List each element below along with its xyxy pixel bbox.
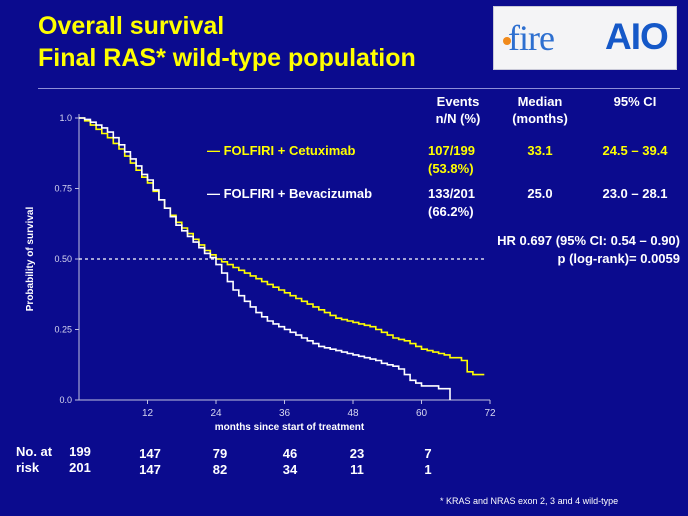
risk-cell-cetuximab: 79	[212, 446, 228, 461]
header-events-sub: n/N (%)	[435, 111, 481, 126]
x-tick-label: 12	[142, 408, 154, 419]
footnote: * KRAS and NRAS exon 2, 3 and 4 wild-typ…	[440, 496, 619, 506]
x-axis-label: months since start of treatment	[215, 422, 365, 433]
x-tick-label: 60	[416, 408, 428, 419]
x-tick-label: 24	[210, 408, 222, 419]
risk-cell-cetuximab: 23	[349, 446, 365, 461]
header-ci: 95% CI	[613, 94, 657, 109]
risk-cell-bevacizumab: 1	[424, 462, 432, 477]
y-tick-label: 1.0	[59, 113, 72, 123]
risk-cell-bevacizumab: 11	[350, 462, 364, 477]
ci-bevacizumab: 23.0 – 28.1	[602, 186, 668, 201]
risk-cell-cetuximab: 46	[282, 446, 298, 461]
logo-aio-text: AIO	[605, 16, 669, 57]
risk-cell-cetuximab: 7	[424, 446, 432, 461]
y-tick-label: 0.75	[54, 184, 72, 194]
chart-axes: 0.0 0.25 0.50 0.75 1.0 12 24 36 48 60 72 months sin…	[25, 113, 496, 433]
chart-series	[79, 117, 485, 400]
fire-aio-logo: fire AIO	[493, 6, 677, 70]
risk-cell-cetuximab: 147	[139, 446, 161, 461]
y-axis-label: Probability of survival	[25, 207, 36, 312]
logo-fire-text: fire	[508, 18, 555, 58]
events-bevacizumab: 133/201	[428, 186, 475, 201]
logo-dot-icon	[503, 37, 511, 45]
risk-cell-bevacizumab: 82	[212, 462, 228, 477]
risk-cell-bevacizumab: 201	[69, 460, 91, 475]
x-tick-label: 36	[279, 408, 291, 419]
y-tick-label: 0.25	[54, 325, 72, 335]
median-cetuximab: 33.1	[527, 143, 553, 158]
events-pct-bevacizumab: (66.2%)	[428, 204, 474, 219]
header-median: Median	[517, 94, 563, 109]
ci-cetuximab: 24.5 – 39.4	[602, 143, 668, 158]
series-line-cetuximab	[79, 117, 485, 376]
header-median-sub: (months)	[512, 111, 568, 126]
events-cetuximab: 107/199	[428, 143, 475, 158]
x-tick-label: 72	[484, 408, 496, 419]
median-bevacizumab: 25.0	[527, 186, 553, 201]
x-tick-label: 48	[347, 408, 359, 419]
events-pct-cetuximab: (53.8%)	[428, 161, 474, 176]
slide-subtitle: Final RAS* wild-type population	[38, 44, 416, 72]
risk-cell-cetuximab: 199	[69, 444, 91, 459]
risk-cell-bevacizumab: 34	[282, 462, 298, 477]
series-line-bevacizumab	[79, 117, 451, 400]
y-tick-label: 0.50	[54, 254, 72, 264]
legend-cetuximab: — FOLFIRI + Cetuximab	[207, 143, 356, 158]
slide-title: Overall survival	[38, 12, 225, 40]
risk-label-line1: No. at	[16, 444, 53, 459]
y-tick-label: 0.0	[59, 395, 72, 405]
header-events: Events	[436, 94, 480, 109]
risk-label-line2: risk	[16, 460, 40, 475]
p-value: p (log-rank)= 0.0059	[557, 251, 680, 266]
hazard-ratio: HR 0.697 (95% CI: 0.54 – 0.90)	[497, 233, 680, 248]
risk-cell-bevacizumab: 147	[139, 462, 161, 477]
legend-bevacizumab: — FOLFIRI + Bevacizumab	[207, 186, 373, 201]
title-divider	[38, 88, 680, 89]
